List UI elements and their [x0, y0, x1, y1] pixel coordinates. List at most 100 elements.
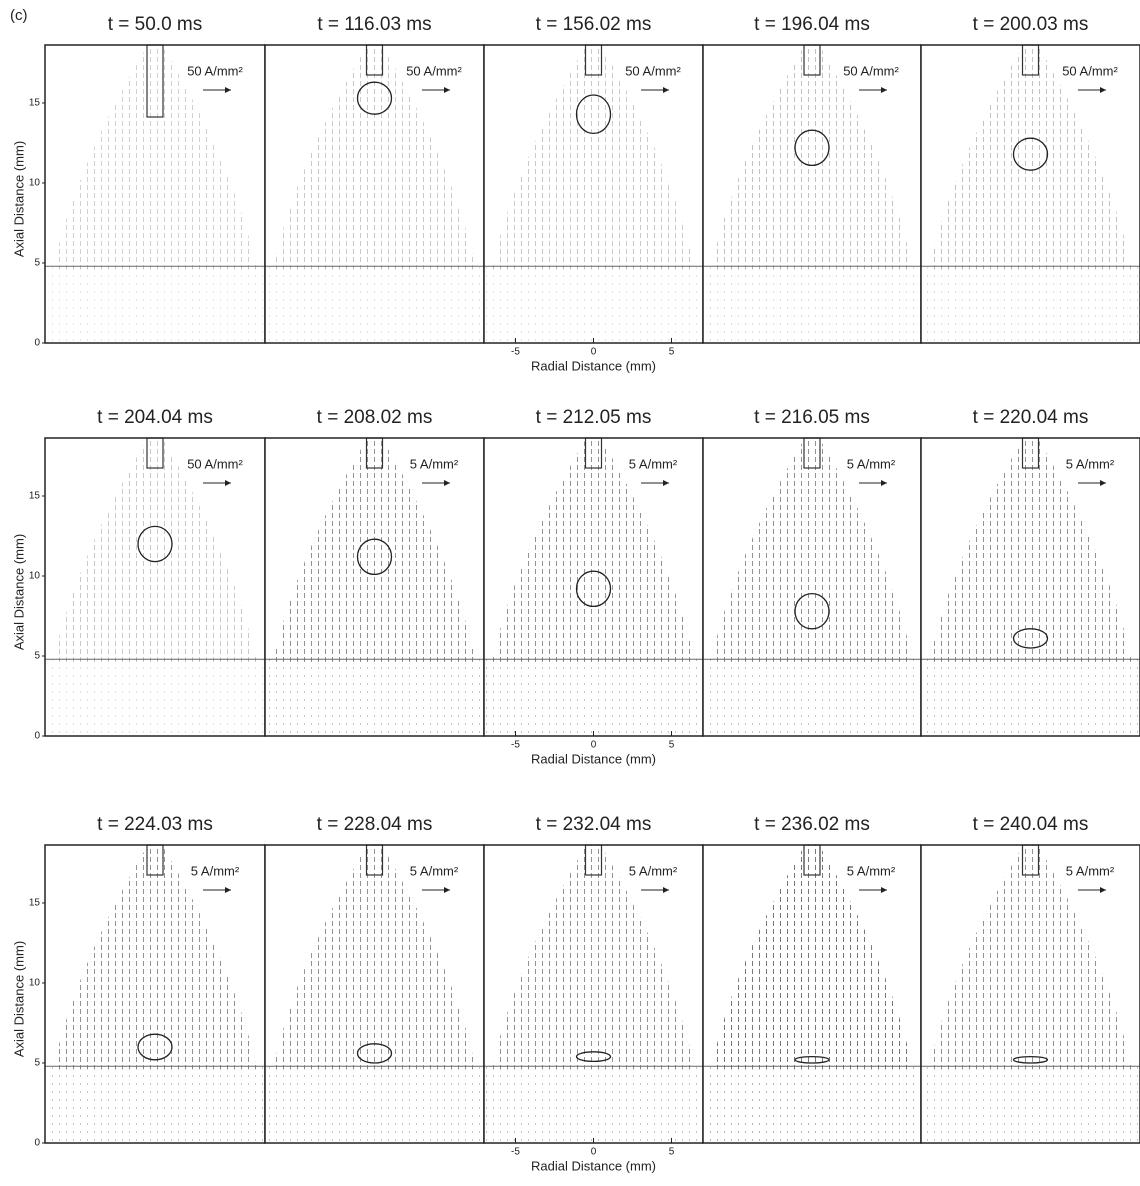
lower-field	[486, 1066, 701, 1141]
scale-label: 5 A/mm²	[191, 863, 240, 878]
droplet	[575, 570, 612, 608]
x-tick-label: 0	[591, 347, 597, 358]
scale-arrowhead	[881, 480, 887, 486]
x-tick-label: 5	[669, 347, 675, 358]
droplet	[356, 538, 393, 576]
scale-label: 5 A/mm²	[629, 456, 678, 471]
panel	[44, 844, 266, 1144]
field-vectors	[53, 45, 257, 270]
droplet	[137, 525, 173, 563]
lower-field	[923, 659, 1138, 734]
field-vectors	[492, 845, 695, 1070]
droplet	[1012, 628, 1049, 649]
field-vectors	[273, 845, 476, 1070]
panel-time: t = 240.04 ms	[973, 814, 1089, 835]
panel-time: t = 208.02 ms	[317, 407, 433, 428]
lower-field	[47, 1066, 263, 1141]
panel-time: t = 220.04 ms	[973, 407, 1089, 428]
field-vectors	[273, 438, 476, 663]
panel	[483, 844, 704, 1144]
lower-field	[486, 659, 701, 734]
lower-field	[486, 266, 701, 341]
figure-label: (c)	[10, 7, 28, 24]
lower-field	[47, 659, 263, 734]
scale-arrowhead	[663, 87, 669, 93]
droplet	[356, 81, 393, 115]
panel-time: t = 216.05 ms	[754, 407, 870, 428]
scale-label: 50 A/mm²	[406, 63, 462, 78]
droplet	[137, 1033, 173, 1061]
droplet	[794, 129, 830, 167]
panel-time: t = 228.04 ms	[317, 814, 433, 835]
y-tick-label: 0	[34, 1138, 40, 1149]
x-axis-label: Radial Distance (mm)	[531, 358, 656, 373]
scale-arrowhead	[225, 480, 231, 486]
panel	[264, 844, 485, 1144]
panel	[920, 844, 1140, 1144]
y-tick-label: 0	[34, 731, 40, 742]
y-axis-label: Axial Distance (mm)	[11, 534, 26, 650]
panel-time: t = 204.04 ms	[97, 407, 213, 428]
scale-arrowhead	[444, 480, 450, 486]
lower-field	[47, 266, 263, 341]
scale-label: 50 A/mm²	[1062, 63, 1118, 78]
field-vectors	[273, 45, 476, 270]
scale-arrowhead	[663, 887, 669, 893]
lower-field	[705, 266, 919, 341]
y-axis-label: Axial Distance (mm)	[11, 941, 26, 1057]
scale-label: 50 A/mm²	[187, 63, 243, 78]
panel-time: t = 196.04 ms	[754, 14, 870, 35]
panel	[702, 44, 922, 344]
scale-label: 50 A/mm²	[843, 63, 899, 78]
x-axis-label: Radial Distance (mm)	[531, 1158, 656, 1173]
scale-arrowhead	[225, 887, 231, 893]
lower-field	[267, 659, 482, 734]
x-tick-label: -5	[511, 740, 520, 751]
panel-border	[920, 437, 1140, 737]
panel	[264, 44, 485, 344]
panel-time: t = 50.0 ms	[108, 14, 203, 35]
panel	[264, 437, 485, 737]
y-tick-label: 15	[29, 898, 41, 909]
y-tick-label: 15	[29, 491, 41, 502]
lower-field	[267, 266, 482, 341]
scale-arrowhead	[444, 887, 450, 893]
x-tick-label: 5	[669, 1147, 675, 1158]
scale-label: 5 A/mm²	[1066, 863, 1115, 878]
panel-time: t = 212.05 ms	[536, 407, 652, 428]
scale-label: 5 A/mm²	[410, 456, 459, 471]
x-tick-label: 0	[591, 740, 597, 751]
panel-time: t = 156.02 ms	[536, 14, 652, 35]
y-tick-label: 10	[29, 571, 41, 582]
panel	[920, 437, 1140, 737]
scale-arrowhead	[1100, 887, 1106, 893]
lower-field	[923, 1066, 1138, 1141]
y-tick-label: 5	[34, 651, 40, 662]
y-tick-label: 5	[34, 1058, 40, 1069]
scale-arrowhead	[881, 87, 887, 93]
panel	[44, 437, 266, 737]
panel-time: t = 232.04 ms	[536, 814, 652, 835]
panel	[702, 844, 922, 1144]
x-tick-label: 5	[669, 740, 675, 751]
panel-time: t = 224.03 ms	[97, 814, 213, 835]
panel-border	[920, 844, 1140, 1144]
field-vectors	[492, 45, 695, 270]
field-vectors	[929, 438, 1132, 663]
droplet	[794, 1055, 830, 1064]
y-tick-label: 10	[29, 978, 41, 989]
y-tick-label: 0	[34, 338, 40, 349]
field-vectors	[929, 845, 1132, 1070]
panel	[920, 44, 1140, 344]
panel	[483, 44, 704, 344]
scale-arrowhead	[1100, 87, 1106, 93]
field-vectors	[53, 845, 257, 1070]
panel-time: t = 200.03 ms	[973, 14, 1089, 35]
scale-label: 5 A/mm²	[1066, 456, 1115, 471]
droplet	[1012, 137, 1049, 171]
field-vectors	[929, 45, 1132, 270]
lower-field	[705, 1066, 919, 1141]
droplet	[794, 592, 830, 630]
field-vectors	[711, 438, 913, 663]
